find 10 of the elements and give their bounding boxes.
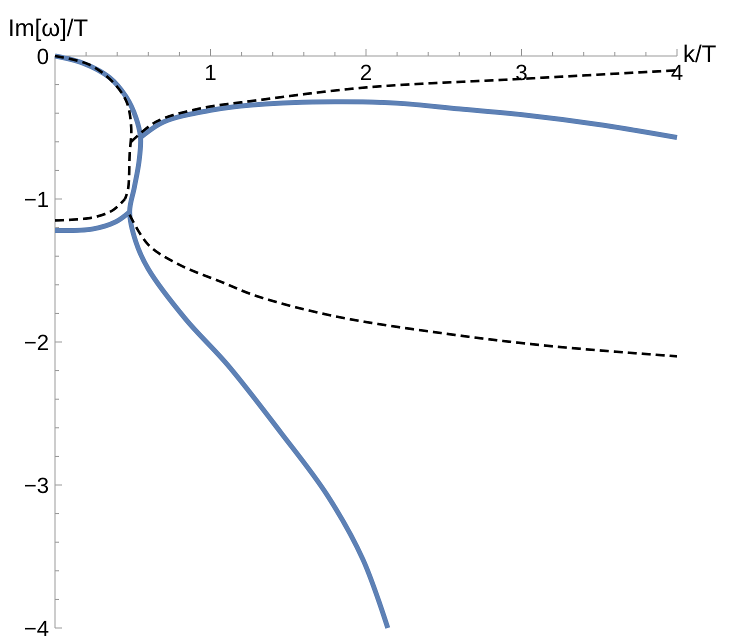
x-tick-label: 1 [204,60,217,85]
y-axis-title: Im[ω]/T [8,15,88,42]
x-tick-label: 2 [360,60,372,85]
y-tick-label: −2 [24,330,49,355]
x-tick-label: 4 [670,60,684,85]
y-tick-label: −3 [24,473,49,498]
y-tick-label: −4 [24,616,49,641]
y-tick-label: −1 [24,187,49,212]
y-tick-label: 0 [36,44,49,69]
x-axis-title: k/T [683,41,717,68]
